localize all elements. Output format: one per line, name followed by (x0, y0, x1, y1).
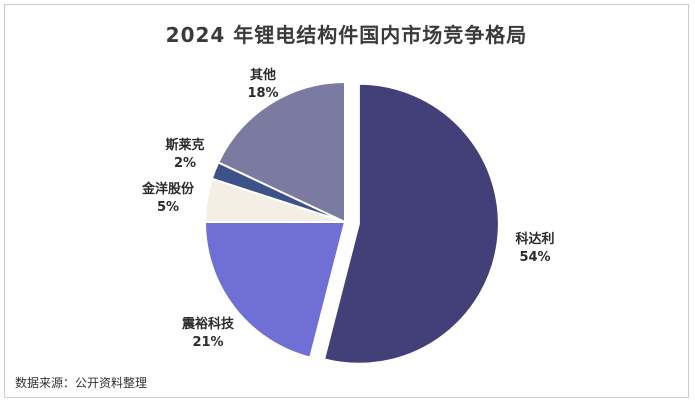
data-source-note: 数据来源：公开资料整理 (15, 376, 148, 390)
slice-category-label: 金洋股份 (141, 181, 195, 197)
slice-value-label: 5% (157, 200, 179, 215)
slice-value-label: 21% (192, 335, 223, 350)
pie-slice-5 (216, 80, 346, 224)
pie-slice-1 (322, 82, 500, 365)
slice-value-label: 54% (519, 250, 550, 265)
slice-category-label: 震裕科技 (181, 316, 235, 332)
slice-category-label: 其他 (250, 67, 276, 83)
slice-value-label: 18% (247, 86, 278, 101)
slice-category-label: 斯莱克 (165, 137, 204, 153)
pie-slice-2 (203, 221, 347, 359)
chart-title: 2024 年锂电结构件国内市场竞争格局 (165, 23, 528, 47)
slice-category-label: 科达利 (515, 231, 554, 247)
slice-value-label: 2% (174, 156, 196, 171)
